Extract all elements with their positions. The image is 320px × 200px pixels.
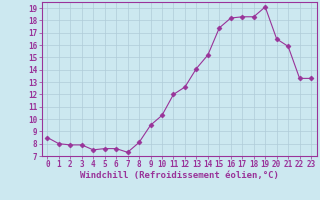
X-axis label: Windchill (Refroidissement éolien,°C): Windchill (Refroidissement éolien,°C) xyxy=(80,171,279,180)
